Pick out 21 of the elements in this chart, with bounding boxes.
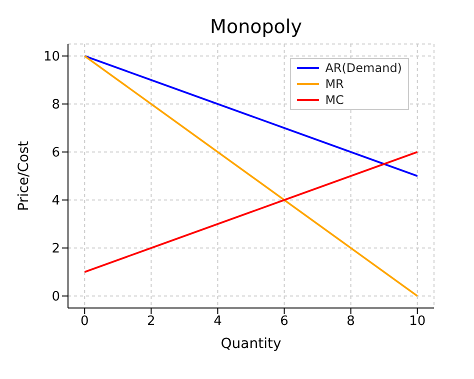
x-tick-label: 6: [280, 314, 288, 330]
y-tick-label: 2: [52, 242, 60, 257]
legend-label: MR: [325, 77, 344, 91]
x-tick-label: 2: [147, 314, 156, 330]
x-tick-label: 4: [214, 314, 222, 330]
y-tick-label: 0: [52, 290, 60, 305]
y-tick-label: 10: [43, 50, 60, 65]
x-tick-label: 8: [346, 314, 355, 330]
x-axis-title: Quantity: [220, 336, 282, 352]
line-series: [84, 151, 418, 273]
line-series: [84, 55, 418, 177]
line-series: [84, 55, 418, 297]
legend-label: AR(Demand): [325, 61, 402, 75]
y-tick-label: 6: [52, 146, 60, 161]
y-axis-title: Price/Cost: [16, 140, 32, 211]
y-tick-label: 8: [52, 98, 60, 113]
chart-title: Monopoly: [209, 16, 303, 38]
x-tick-label: 0: [80, 314, 89, 330]
legend-label: MC: [325, 93, 344, 107]
y-tick-label: 4: [52, 194, 60, 209]
x-tick-label: 10: [409, 314, 426, 330]
